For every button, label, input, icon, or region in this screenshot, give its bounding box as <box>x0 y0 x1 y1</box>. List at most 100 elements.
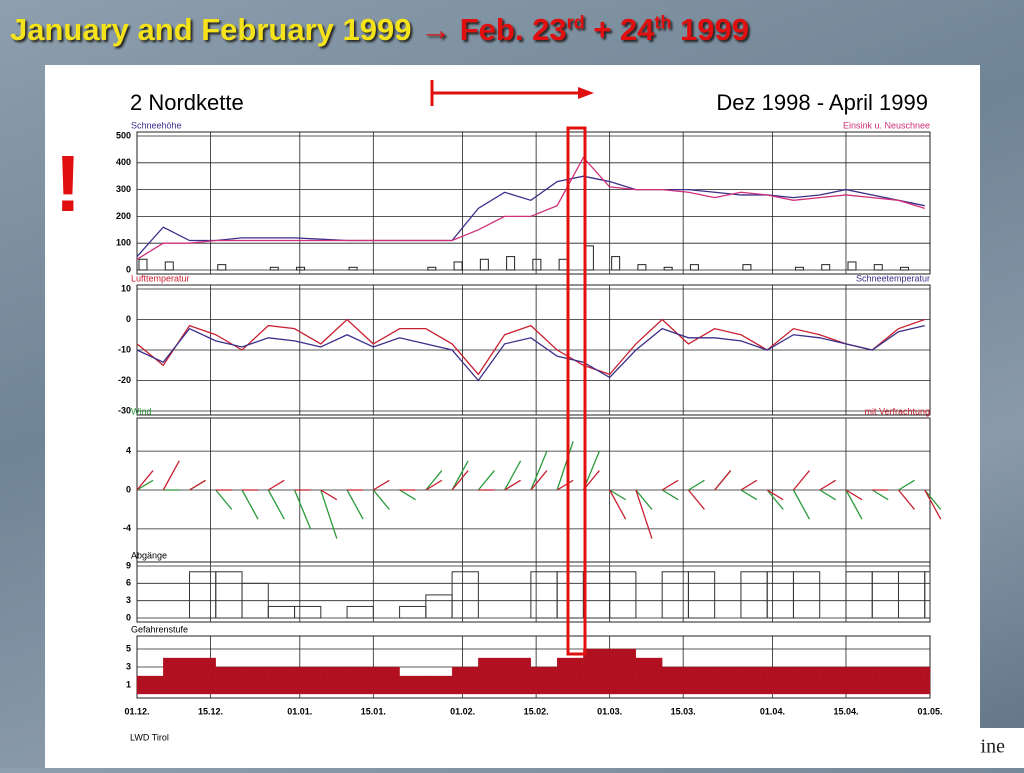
x-tick-label: 01.05. <box>917 706 942 716</box>
series-line <box>136 156 925 260</box>
bar <box>425 675 453 695</box>
panel-label: Schneehöhe <box>131 120 182 130</box>
new-snow-bar <box>164 261 174 271</box>
bar <box>215 666 243 695</box>
new-snow-bar <box>821 264 831 271</box>
bar <box>451 666 479 695</box>
wind-stick <box>740 489 758 501</box>
wind-stick <box>766 489 784 510</box>
new-snow-bar <box>742 264 752 271</box>
wind-stick <box>635 489 653 510</box>
y-tick-label: 5 <box>126 643 131 653</box>
highlight-box <box>566 126 587 656</box>
x-tick-label: 01.03. <box>597 706 622 716</box>
series-line <box>136 324 925 382</box>
wind-stick <box>215 489 233 510</box>
wind-stick <box>845 489 863 501</box>
wind-stick <box>819 479 837 491</box>
bar <box>767 666 794 695</box>
x-tick-label: 01.12. <box>124 706 149 716</box>
y-tick-label: 300 <box>116 184 131 194</box>
bar <box>609 648 637 695</box>
title-right: Feb. 23rd + 24th 1999 <box>460 12 749 47</box>
bar <box>451 571 479 619</box>
y-tick-label: -10 <box>118 344 131 354</box>
x-tick-label: 15.01. <box>361 706 386 716</box>
wind-stick <box>320 489 338 501</box>
wind-stick <box>688 479 705 491</box>
wind-stick <box>556 479 574 491</box>
series-line <box>136 318 925 376</box>
x-tick-label: 01.02. <box>450 706 475 716</box>
slide-title: January and February 1999 → Feb. 23rd + … <box>10 12 749 48</box>
bar <box>898 666 925 695</box>
wind-stick <box>425 479 443 491</box>
wind-stick <box>477 470 495 491</box>
wind-stick <box>267 479 285 491</box>
new-snow-bar <box>506 256 516 271</box>
wind-stick <box>346 489 364 520</box>
y-tick-label: 400 <box>116 157 131 167</box>
bar <box>792 571 821 619</box>
wind-stick <box>924 489 942 520</box>
bar <box>136 675 164 695</box>
wind-stick <box>504 460 522 491</box>
wind-stick <box>661 489 679 501</box>
title-arrow: → <box>420 12 452 47</box>
wind-stick <box>714 470 732 491</box>
new-snow-bar <box>348 266 358 271</box>
bar <box>268 666 295 695</box>
wind-stick <box>241 489 259 520</box>
x-tick-label: 15.04. <box>833 706 858 716</box>
bar <box>373 666 400 695</box>
panel-label: Schneetemperatur <box>856 273 930 283</box>
panel-label: mit Verfrachtung <box>864 406 930 416</box>
wind-stick <box>871 489 889 501</box>
title-part: Feb. 23 <box>459 12 567 47</box>
x-tick-label: 01.01. <box>287 706 312 716</box>
new-snow-bar <box>532 258 542 271</box>
title-part: + 24 <box>593 12 655 47</box>
new-snow-bar <box>873 264 883 271</box>
bar <box>294 666 321 695</box>
new-snow-bar <box>217 264 227 271</box>
wind-stick <box>399 489 416 501</box>
wind-stick <box>609 489 626 501</box>
new-snow-bar <box>847 261 857 271</box>
bar <box>714 666 742 695</box>
wind-stick <box>819 489 837 501</box>
wind-stick <box>635 489 653 539</box>
bar <box>662 666 689 695</box>
wind-stick <box>189 479 206 491</box>
wind-stick <box>740 479 758 491</box>
title-sup: rd <box>566 12 585 33</box>
x-tick-label: 15.12. <box>198 706 223 716</box>
wind-stick <box>267 489 285 520</box>
bar <box>583 648 610 695</box>
wind-stick <box>609 489 627 520</box>
y-tick-label: 9 <box>126 560 131 570</box>
bar <box>556 657 584 695</box>
wind-stick <box>897 489 915 510</box>
new-snow-bar <box>269 266 279 271</box>
panel-label: Abgänge <box>131 550 167 560</box>
bar <box>872 666 899 695</box>
y-tick-label: 100 <box>116 238 131 248</box>
bar <box>163 657 190 695</box>
bar <box>845 666 873 695</box>
new-snow-bar <box>689 264 699 271</box>
chart-footer: LWD Tirol <box>130 732 169 742</box>
bar <box>609 571 637 619</box>
new-snow-bar <box>794 266 804 271</box>
bar <box>687 571 716 619</box>
panel-label: Wind <box>131 406 152 416</box>
wind-stick <box>293 489 312 530</box>
y-tick-label: -4 <box>123 523 131 533</box>
y-tick-label: 3 <box>126 661 131 671</box>
wind-stick <box>372 479 390 491</box>
new-snow-bar <box>899 266 909 271</box>
new-snow-bar <box>427 266 437 271</box>
wind-stick <box>425 470 443 491</box>
